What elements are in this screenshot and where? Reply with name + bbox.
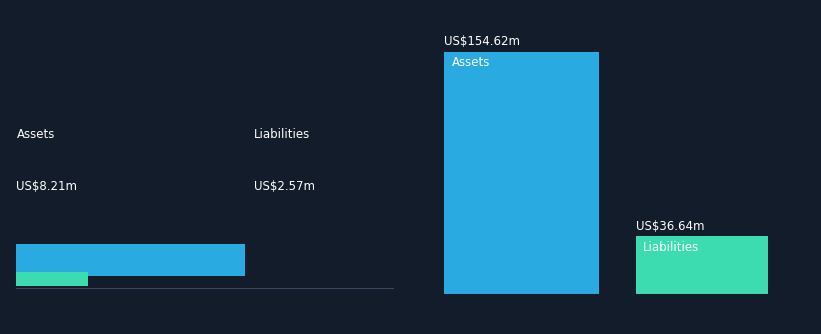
Text: Assets: Assets xyxy=(452,56,490,69)
Text: US$36.64m: US$36.64m xyxy=(635,219,704,232)
Text: US$154.62m: US$154.62m xyxy=(444,35,521,48)
Text: US$2.57m: US$2.57m xyxy=(254,180,314,193)
Bar xyxy=(16,243,245,276)
Bar xyxy=(444,51,599,294)
Text: Liabilities: Liabilities xyxy=(643,241,699,254)
Bar xyxy=(635,236,768,294)
Bar xyxy=(16,272,88,286)
Text: US$8.21m: US$8.21m xyxy=(16,180,77,193)
Text: Liabilities: Liabilities xyxy=(254,128,310,141)
Text: Assets: Assets xyxy=(16,128,55,141)
